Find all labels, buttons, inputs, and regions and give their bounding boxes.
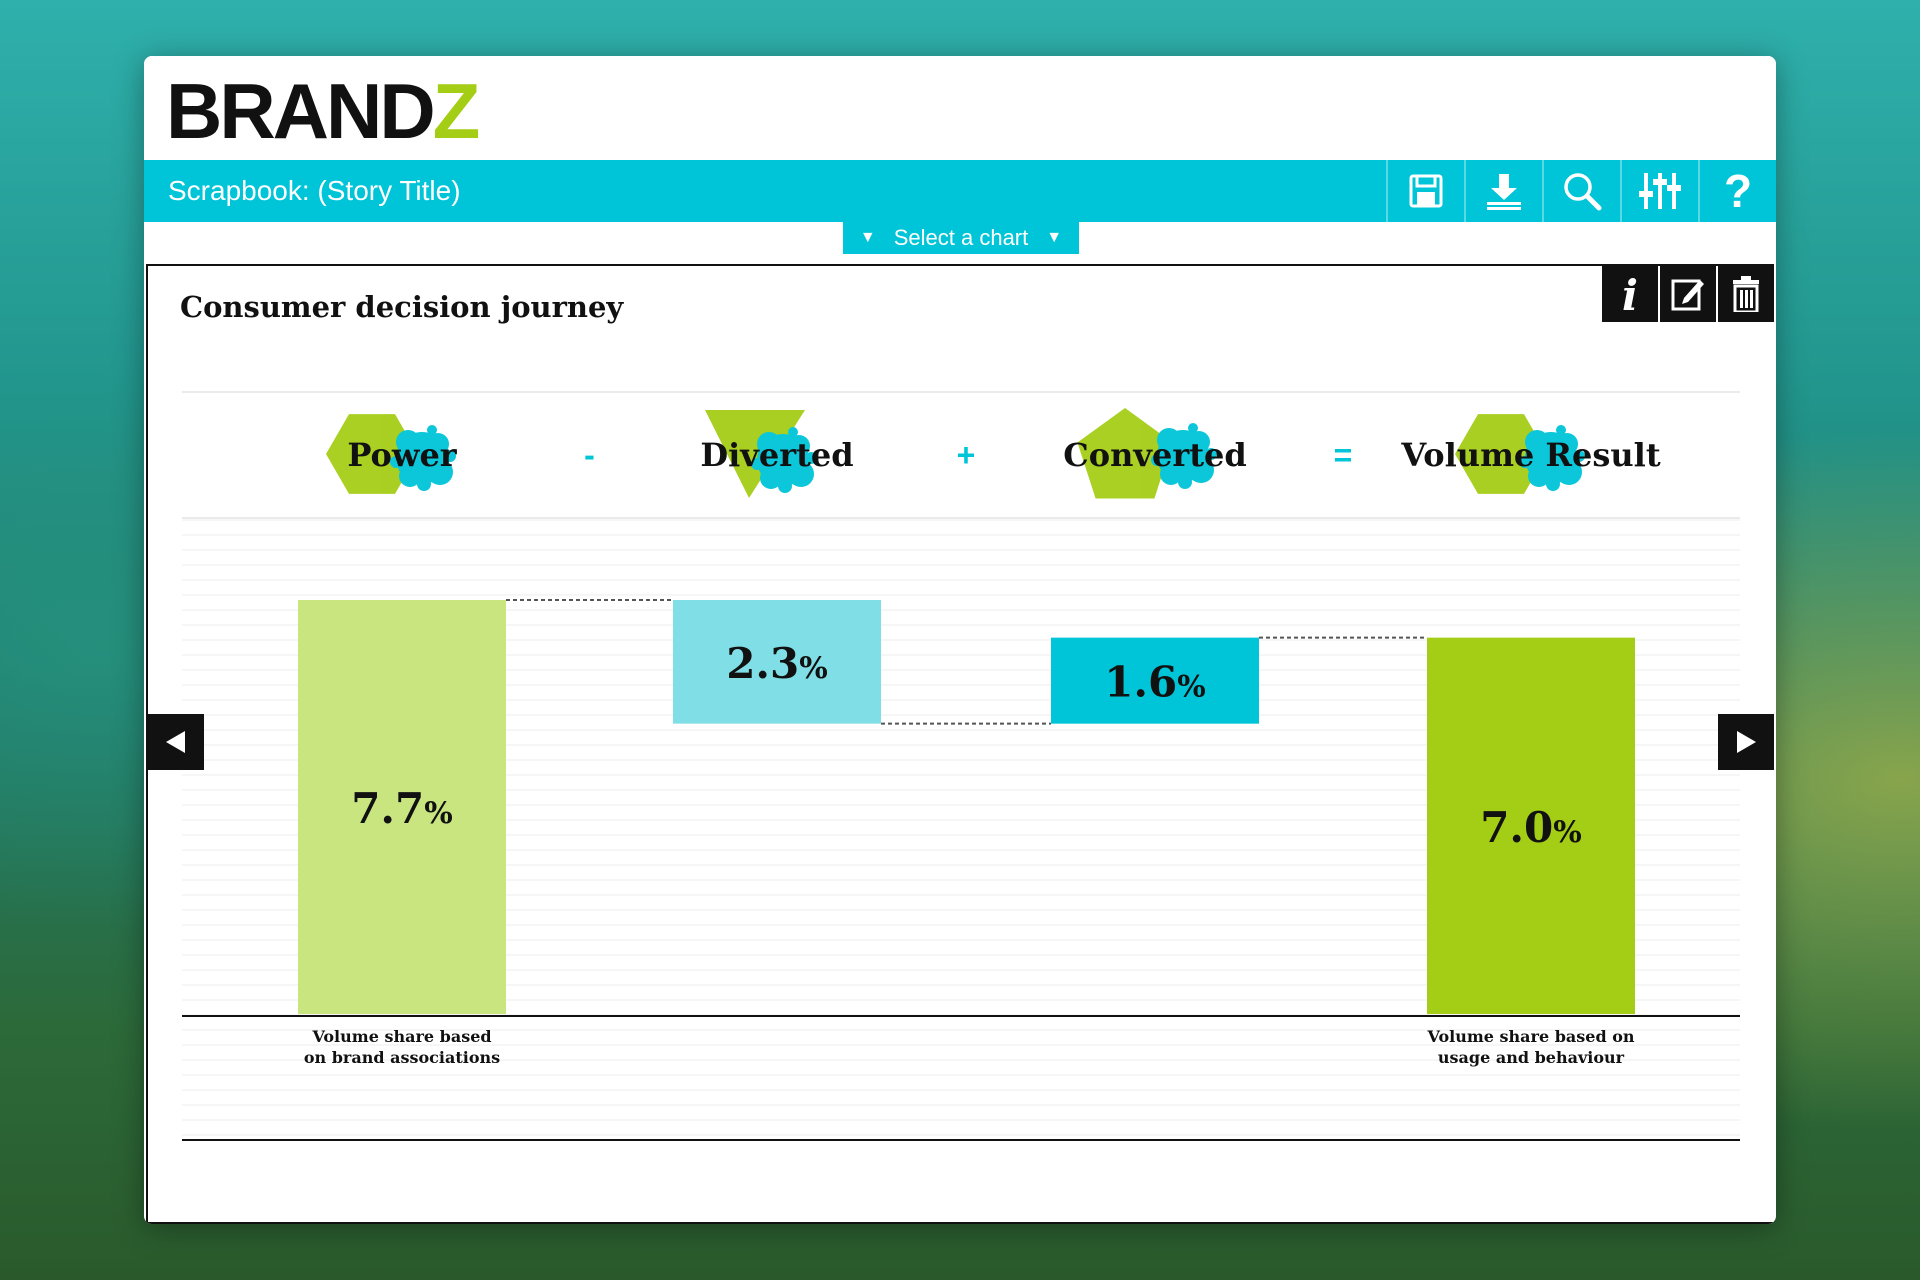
splat-blob	[1556, 433, 1578, 455]
splat-blob	[399, 465, 421, 487]
splat-blob	[788, 461, 814, 487]
bar-value-label: 2.3%	[726, 639, 828, 688]
splat-blob	[1188, 457, 1214, 483]
bar-converted	[1051, 637, 1259, 724]
chevron-down-icon: ▼	[1046, 229, 1063, 246]
save-icon	[1409, 174, 1443, 208]
edit-icon	[1671, 279, 1704, 311]
header-label: Power	[347, 436, 457, 474]
hexagon-shape	[1455, 414, 1547, 494]
download-icon	[1487, 174, 1521, 210]
svg-text:i: i	[1622, 274, 1638, 314]
splat-blob	[1188, 423, 1198, 433]
help-icon: ?	[1724, 169, 1752, 213]
brandz-logo: BRANDZ	[166, 66, 481, 156]
splat-blob	[1151, 454, 1163, 466]
operator-symbol: -	[584, 437, 595, 473]
splat-blob	[444, 450, 456, 462]
splat-blob	[1573, 450, 1585, 462]
trash-icon	[1733, 276, 1759, 312]
info-button[interactable]: i	[1602, 266, 1658, 322]
splat-blob	[1188, 431, 1210, 453]
splat-blob	[760, 467, 782, 489]
bar-value-label: 7.7%	[351, 784, 453, 833]
toolbar: ?	[1386, 160, 1776, 222]
bar-note: Volume share based on	[1427, 1027, 1635, 1046]
arrow-right-icon	[1737, 731, 1756, 753]
delete-button[interactable]	[1718, 266, 1774, 322]
logo-accent: Z	[432, 67, 481, 155]
splat-blob	[751, 458, 763, 470]
splat-blob	[1519, 456, 1531, 468]
next-chart-button[interactable]	[1718, 714, 1774, 770]
hexagon-shape	[326, 414, 418, 494]
pentagon-shape	[1077, 408, 1173, 499]
search-button[interactable]	[1542, 160, 1620, 222]
bar-power	[298, 600, 506, 1014]
splat-blob	[788, 427, 798, 437]
bar-diverted	[673, 600, 881, 724]
bar-volume-result	[1427, 637, 1635, 1014]
logo-text: BRAND	[166, 67, 436, 155]
splat-blob	[427, 433, 449, 455]
chart-title: Consumer decision journey	[180, 290, 624, 324]
logo-bar: BRANDZ	[144, 56, 1776, 160]
operator-symbol: =	[1334, 437, 1353, 473]
header-power-icon	[326, 414, 456, 494]
bar-note: on brand associations	[304, 1048, 500, 1067]
bar-value-label: 1.6%	[1104, 658, 1206, 707]
chevron-down-icon: ▼	[859, 229, 876, 246]
download-button[interactable]	[1464, 160, 1542, 222]
app-window: BRANDZ Scrapbook: (Story Title)	[144, 56, 1776, 1224]
splat-blob	[1528, 465, 1550, 487]
splat-blob	[396, 430, 420, 454]
splat-blob	[1178, 475, 1192, 489]
header-label: Converted	[1063, 436, 1246, 474]
header-label: Volume Result	[1400, 436, 1660, 474]
svg-text:?: ?	[1724, 169, 1752, 213]
splat-blob	[417, 477, 431, 491]
bar-note: Volume share based	[311, 1027, 491, 1046]
splat-blob	[1556, 459, 1582, 485]
header-diverted-icon	[705, 410, 817, 498]
header-volume-result-icon	[1455, 414, 1585, 494]
splat-blob	[757, 432, 781, 456]
splat-blob	[1546, 477, 1560, 491]
splat-blob	[427, 425, 437, 435]
splat-blob	[788, 435, 810, 457]
header-converted-icon	[1077, 408, 1217, 499]
header-label: Diverted	[700, 436, 853, 474]
splat-blob	[390, 456, 402, 468]
splat-blob	[778, 479, 792, 493]
splat-blob	[1205, 448, 1217, 460]
info-icon: i	[1622, 274, 1638, 314]
splat-blob	[427, 459, 453, 485]
select-chart-dropdown[interactable]: ▼ Select a chart ▼	[843, 222, 1079, 254]
title-bar: Scrapbook: (Story Title)	[144, 160, 1776, 222]
scrapbook-title: Scrapbook: (Story Title)	[168, 175, 461, 206]
waterfall-chart: 7.7% 2.3% 1.6% 7.0% Volume share based on bra…	[182, 391, 1740, 1141]
help-button[interactable]: ?	[1698, 160, 1776, 222]
bar-value-label: 7.0%	[1480, 803, 1582, 852]
edit-button[interactable]	[1660, 266, 1716, 322]
settings-sliders-icon	[1639, 173, 1681, 209]
operator-symbol: +	[957, 437, 976, 473]
settings-button[interactable]	[1620, 160, 1698, 222]
splat-blob	[1160, 463, 1182, 485]
splat-blob	[1525, 430, 1549, 454]
arrow-left-icon	[166, 731, 185, 753]
prev-chart-button[interactable]	[148, 714, 204, 770]
bar-note: usage and behaviour	[1438, 1048, 1625, 1067]
search-icon	[1564, 173, 1602, 211]
select-chart-label: Select a chart	[893, 225, 1029, 250]
card-actions: i	[1600, 266, 1774, 322]
triangle-shape	[705, 410, 805, 498]
splat-blob	[805, 452, 817, 464]
chart-card: Consumer decision journey i	[146, 264, 1774, 1224]
splat-blob	[1556, 425, 1566, 435]
save-button[interactable]	[1386, 160, 1464, 222]
splat-blob	[1157, 428, 1181, 452]
